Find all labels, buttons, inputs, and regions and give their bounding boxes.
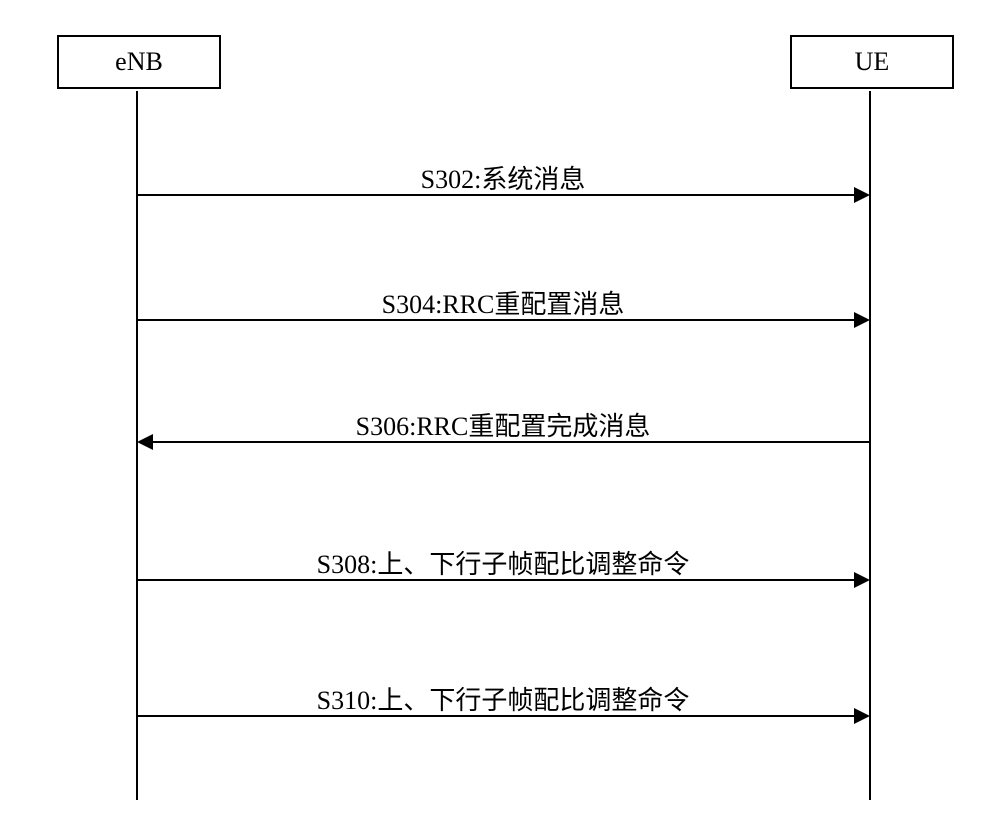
message-s302-label: S302:系统消息: [421, 159, 586, 196]
message-s302-line: [137, 194, 857, 196]
message-s306-arrow: [137, 434, 153, 450]
participant-ue-label: UE: [855, 47, 890, 76]
message-s304-arrow: [854, 312, 870, 328]
message-s308-label: S308:上、下行子帧配比调整命令: [317, 544, 690, 581]
message-s304-label: S304:RRC重配置消息: [382, 284, 625, 321]
message-s310-label: S310:上、下行子帧配比调整命令: [317, 680, 690, 717]
participant-enb-label: eNB: [115, 47, 163, 76]
message-s302-arrow: [854, 187, 870, 203]
message-s310-arrow: [854, 708, 870, 724]
message-s304-line: [137, 319, 857, 321]
message-s310-line: [137, 715, 857, 717]
message-s306-line: [150, 441, 870, 443]
message-s308-line: [137, 579, 857, 581]
participant-enb-box: eNB: [57, 35, 221, 89]
sequence-diagram: eNB UE S302:系统消息 S304:RRC重配置消息 S306:RRC重…: [0, 0, 1000, 817]
message-s306-label: S306:RRC重配置完成消息: [356, 406, 651, 443]
participant-ue-box: UE: [790, 35, 954, 89]
message-s308-arrow: [854, 572, 870, 588]
